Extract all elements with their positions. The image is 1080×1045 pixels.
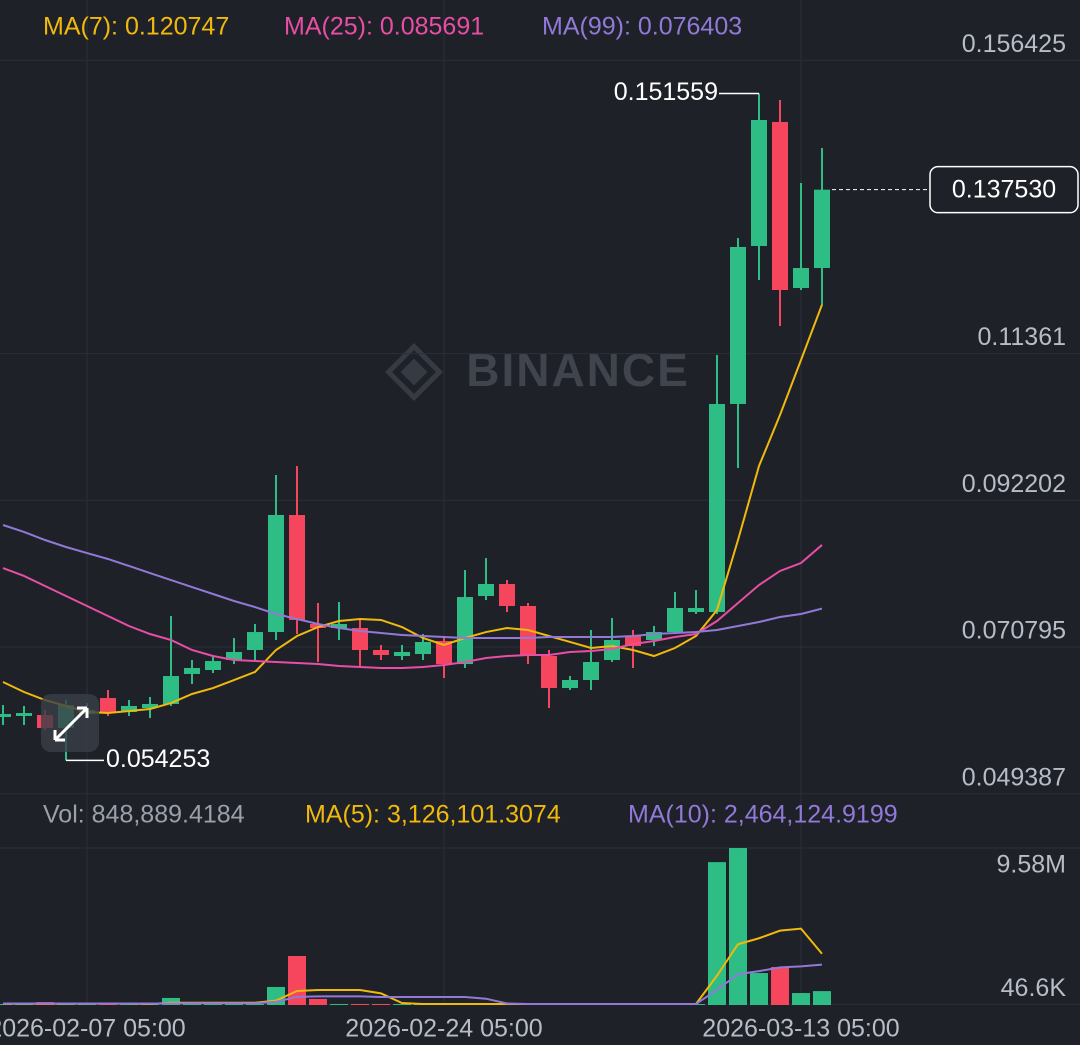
y-tick-label: 0.092202 (962, 470, 1066, 498)
x-tick-label: 2026-02-24 05:00 (345, 1015, 542, 1043)
candle-body (415, 641, 431, 655)
volume-bar (771, 966, 789, 1005)
candle-body (646, 632, 662, 640)
candle-body (562, 680, 578, 689)
y-tick-label: 0.11361 (977, 323, 1066, 351)
candle-body (142, 703, 158, 709)
candle-body (436, 641, 452, 665)
x-tick-label: 2026-03-13 05:00 (702, 1015, 899, 1043)
candle-body (373, 649, 389, 655)
watermark-logo (385, 343, 443, 401)
candle-body (499, 583, 515, 606)
volume-legend-entry: Vol: 848,889.4184 (43, 801, 245, 829)
volume-bar (813, 991, 831, 1005)
volume-bar (309, 998, 327, 1005)
watermark: BINANCE (466, 344, 690, 396)
last-price-box (929, 165, 1079, 214)
volume-bar (792, 993, 810, 1005)
candle-body (184, 668, 200, 674)
volume-bar (750, 973, 768, 1005)
expand-button[interactable] (41, 694, 99, 752)
last-price-label: 0.137530 (952, 175, 1056, 203)
volume-bar (246, 1004, 264, 1006)
y-tick-label: 46.6K (1001, 974, 1067, 1002)
candle-body (709, 403, 725, 613)
volume-bar (330, 1004, 348, 1006)
candle-body (331, 624, 347, 628)
low-label: 0.054253 (106, 745, 210, 773)
candle-body (394, 651, 410, 657)
volume-legend-entry: MA(5): 3,126,101.3074 (305, 801, 561, 829)
candle-body (352, 627, 368, 650)
volume-bar (729, 848, 747, 1005)
candle-body (541, 656, 557, 689)
candle-body (289, 514, 305, 620)
volume-bar (351, 1004, 369, 1006)
candle-body (793, 268, 809, 289)
candle-body (478, 583, 494, 596)
x-tick-label: 2026-02-07 05:00 (0, 1015, 186, 1043)
candle-body (205, 661, 221, 671)
candle-body (625, 636, 641, 647)
candle-body (730, 246, 746, 404)
candle-body (688, 607, 704, 613)
candle-body (16, 713, 32, 716)
volume-legend-entry: MA(10): 2,464,124.9199 (628, 801, 898, 829)
expand-icon (53, 706, 89, 742)
candle-body (163, 676, 179, 704)
volume-bar (183, 1004, 201, 1006)
candle-body (457, 597, 473, 665)
candle-body (121, 705, 137, 713)
candle-body (226, 651, 242, 660)
volume-bar (372, 1004, 390, 1006)
ma-line (2, 524, 823, 639)
legend-entry: MA(25): 0.085691 (284, 13, 484, 41)
legend-entry: MA(7): 0.120747 (43, 13, 229, 41)
candle-body (667, 607, 683, 633)
y-tick-label: 0.156425 (962, 30, 1066, 58)
candle-body (0, 713, 11, 718)
candle-body (583, 661, 599, 681)
candle-body (247, 632, 263, 650)
volume-bar (225, 1004, 243, 1006)
volume-bar (162, 997, 180, 1005)
high-label: 0.151559 (614, 78, 718, 106)
ma-line (2, 304, 823, 715)
candle-body (268, 514, 284, 633)
y-tick-label: 0.049387 (962, 763, 1066, 791)
candle-body (772, 121, 788, 291)
candle-body (100, 698, 116, 713)
y-tick-label: 9.58M (997, 851, 1066, 879)
legend-entry: MA(99): 0.076403 (542, 13, 742, 41)
volume-bar (204, 1004, 222, 1006)
volume-ma-line (3, 963, 823, 1006)
y-tick-label: 0.070795 (962, 617, 1066, 645)
volume-bar (393, 1004, 411, 1006)
ma-line (2, 544, 823, 670)
candle-body (814, 189, 830, 269)
candle-body (751, 119, 767, 247)
